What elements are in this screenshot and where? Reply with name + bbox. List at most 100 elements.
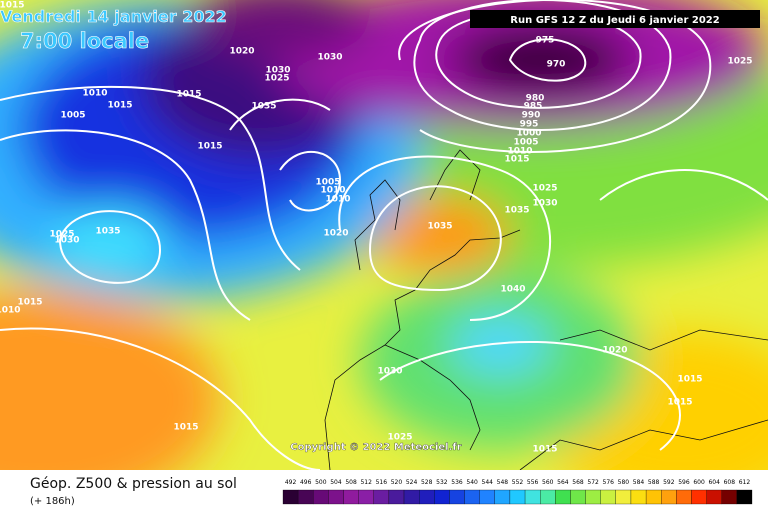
scale-label: 556 bbox=[527, 479, 539, 486]
isobar-label: 1015 bbox=[107, 101, 132, 111]
scale-cell bbox=[419, 489, 435, 505]
scale-cell bbox=[600, 489, 616, 505]
run-info: Run GFS 12 Z du Jeudi 6 janvier 2022 bbox=[510, 15, 719, 26]
isobar-label: 1010 bbox=[0, 306, 21, 316]
scale-label: 560 bbox=[542, 479, 554, 486]
scale-cell bbox=[464, 489, 480, 505]
scale-cell bbox=[585, 489, 601, 505]
footer-subtitle: (+ 186h) bbox=[30, 496, 75, 507]
scale-cell bbox=[691, 489, 707, 505]
isobar-label: 1025 bbox=[727, 57, 752, 67]
isobar-label: 1030 bbox=[532, 199, 557, 209]
scale-label: 572 bbox=[587, 479, 599, 486]
scale-label: 512 bbox=[360, 479, 372, 486]
isobar-label: 1030 bbox=[377, 367, 402, 377]
scale-label: 600 bbox=[693, 479, 705, 486]
scale-cell bbox=[509, 489, 526, 505]
scale-cell bbox=[645, 489, 662, 505]
scale-cell bbox=[721, 489, 738, 505]
scale-cell bbox=[282, 489, 299, 505]
scale-cell bbox=[297, 489, 314, 505]
isobar-label: 1040 bbox=[500, 285, 525, 295]
scale-label: 508 bbox=[345, 479, 357, 486]
isobar-label: 990 bbox=[522, 111, 541, 121]
isobar-label: 1035 bbox=[251, 102, 276, 112]
scale-label: 568 bbox=[572, 479, 584, 486]
isobar-label: 1015 bbox=[173, 423, 198, 433]
isobar-label: 1005 bbox=[315, 178, 340, 188]
isobar-label: 1025 bbox=[49, 230, 74, 240]
scale-cell bbox=[479, 489, 495, 505]
scale-cell bbox=[570, 489, 586, 505]
scale-label: 604 bbox=[708, 479, 720, 486]
isobar-label: 985 bbox=[524, 102, 543, 112]
scale-cell bbox=[706, 489, 722, 505]
scale-label: 524 bbox=[406, 479, 418, 486]
isobar-label: 1000 bbox=[516, 129, 541, 139]
footer-title: Géop. Z500 & pression au sol bbox=[30, 476, 237, 492]
scale-cell bbox=[494, 489, 511, 505]
isobar-label: 975 bbox=[536, 36, 555, 46]
copyright: Copyright © 2022 Meteociel.fr bbox=[290, 442, 461, 453]
scale-label: 504 bbox=[330, 479, 342, 486]
isobar-label: 1020 bbox=[229, 47, 254, 57]
scale-cell bbox=[736, 489, 753, 505]
scale-cell bbox=[449, 489, 465, 505]
isobar-label: 1035 bbox=[427, 222, 452, 232]
scale-label: 548 bbox=[497, 479, 509, 486]
scale-label: 516 bbox=[376, 479, 388, 486]
scale-label: 596 bbox=[678, 479, 690, 486]
scale-label: 608 bbox=[724, 479, 736, 486]
isobar-label: 1005 bbox=[513, 138, 538, 148]
isobar-label: 980 bbox=[526, 94, 545, 104]
isobar-label: 1020 bbox=[602, 346, 627, 356]
scale-label: 564 bbox=[557, 479, 569, 486]
isobar-label: 1010 bbox=[320, 186, 345, 196]
isobar-label: 1015 bbox=[667, 398, 692, 408]
scale-cell bbox=[388, 489, 405, 505]
scale-cell bbox=[358, 489, 374, 505]
isobar-labels: 1015102010251030103010351010101510151005… bbox=[0, 1, 753, 455]
isobar-label: 1015 bbox=[197, 142, 222, 152]
scale-label: 584 bbox=[633, 479, 645, 486]
isobar-label: 1015 bbox=[677, 375, 702, 385]
isobar-label: 1030 bbox=[265, 66, 290, 76]
scale-label: 536 bbox=[451, 479, 463, 486]
scale-label: 528 bbox=[421, 479, 433, 486]
isobar-label: 1035 bbox=[95, 227, 120, 237]
isobar-label: 1010 bbox=[507, 147, 532, 157]
scale-label: 532 bbox=[436, 479, 448, 486]
isobar-label: 995 bbox=[520, 120, 539, 130]
scale-cell bbox=[343, 489, 359, 505]
scale-label: 520 bbox=[391, 479, 403, 486]
isobar-label: 1025 bbox=[387, 433, 412, 443]
isobars bbox=[0, 0, 768, 470]
scale-label: 540 bbox=[466, 479, 478, 486]
isobar-label: 1030 bbox=[317, 53, 342, 63]
isobar-label: 1025 bbox=[264, 74, 289, 84]
isobar-label: 1015 bbox=[532, 445, 557, 455]
isobar-label: 1020 bbox=[323, 229, 348, 239]
scale-cell bbox=[540, 489, 556, 505]
time: 7:00 locale bbox=[20, 29, 149, 53]
isobar-label: 1030 bbox=[54, 236, 79, 246]
scale-cell bbox=[328, 489, 344, 505]
isobar-label: 1015 bbox=[504, 155, 529, 165]
date: Vendredi 14 janvier 2022 bbox=[0, 7, 227, 26]
isobar-label: 1010 bbox=[325, 195, 350, 205]
scale-label: 552 bbox=[512, 479, 524, 486]
isobar-label: 1010 bbox=[82, 89, 107, 99]
scale-label: 576 bbox=[603, 479, 615, 486]
isobar-label: 1025 bbox=[532, 184, 557, 194]
scale-cell bbox=[434, 489, 450, 505]
scale-cell bbox=[373, 489, 390, 505]
isobar-label: 1015 bbox=[17, 298, 42, 308]
scale-cell bbox=[661, 489, 677, 505]
scale-label: 588 bbox=[648, 479, 660, 486]
isobar-label: 1015 bbox=[176, 90, 201, 100]
run-box bbox=[470, 10, 760, 28]
scale-cell bbox=[630, 489, 647, 505]
isobar-label: 970 bbox=[547, 60, 566, 70]
